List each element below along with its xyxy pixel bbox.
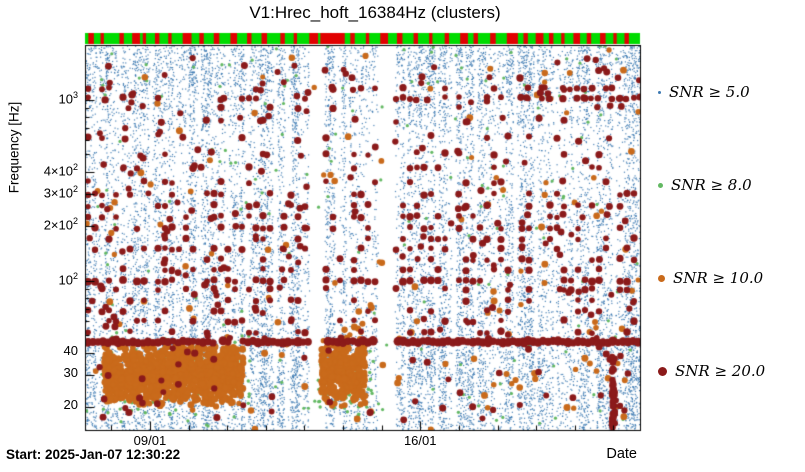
y-tick-label: 40 — [63, 342, 78, 358]
x-axis-title: Date — [606, 446, 637, 462]
x-tick-label: 09/01 — [133, 433, 167, 448]
x-tick-label: 16/01 — [403, 433, 437, 448]
legend-marker-icon — [658, 90, 661, 94]
y-tick-label: 102 — [58, 270, 78, 288]
legend-label: SNR ≥ 5.0 — [669, 83, 750, 101]
y-tick-label: 3×102 — [43, 184, 78, 201]
y-tick-label: 4×102 — [43, 161, 78, 178]
y-tick-label: 2×102 — [43, 216, 78, 233]
y-tick-label: 103 — [58, 89, 78, 106]
y-tick-label: 30 — [63, 365, 78, 381]
plot-title: V1:Hrec_hoft_16384Hz (clusters) — [249, 3, 501, 22]
legend-label: SNR ≥ 20.0 — [675, 362, 766, 380]
legend-marker-icon — [658, 182, 663, 188]
y-tick-label: 20 — [63, 397, 78, 413]
legend-entry: SNR ≥ 20.0 — [658, 359, 765, 383]
legend-entry: SNR ≥ 5.0 — [658, 80, 750, 104]
legend-label: SNR ≥ 10.0 — [673, 269, 764, 287]
legend-entry: SNR ≥ 10.0 — [658, 266, 763, 290]
legend-marker-icon — [658, 274, 665, 282]
legend-marker-icon — [658, 366, 667, 376]
legend-entry: SNR ≥ 8.0 — [658, 173, 752, 197]
start-timestamp: Start: 2025-Jan-07 12:30:22 — [6, 447, 181, 462]
legend-label: SNR ≥ 8.0 — [671, 176, 752, 194]
